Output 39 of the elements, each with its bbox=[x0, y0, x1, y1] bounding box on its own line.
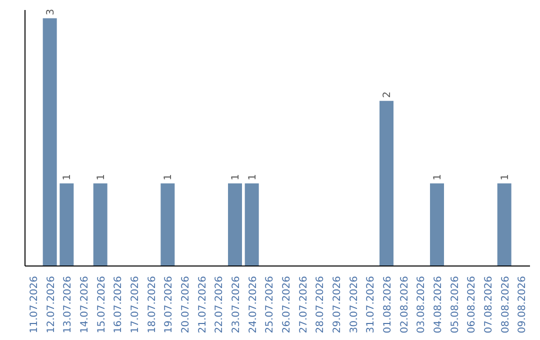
x-tick-label: 11.07.2026 bbox=[28, 276, 40, 334]
x-tick-label: 20.07.2026 bbox=[180, 276, 192, 334]
x-tick-label: 19.07.2026 bbox=[164, 276, 175, 334]
x-tick-label: 16.07.2026 bbox=[113, 276, 124, 334]
x-tick-label: 08.08.2026 bbox=[500, 276, 512, 334]
x-tick-label: 23.07.2026 bbox=[230, 276, 242, 334]
x-tick-label: 29.07.2026 bbox=[332, 276, 343, 334]
x-tick-label: 18.07.2026 bbox=[146, 276, 158, 334]
x-tick-label: 05.08.2026 bbox=[450, 276, 461, 334]
x-tick-label: 02.08.2026 bbox=[399, 276, 410, 334]
x-tick-label: 26.07.2026 bbox=[281, 276, 292, 334]
data-label: 1 bbox=[96, 174, 107, 180]
x-tick-label: 03.08.2026 bbox=[416, 276, 428, 334]
x-tick-label: 31.07.2026 bbox=[366, 276, 377, 334]
data-label: 3 bbox=[45, 8, 56, 16]
x-tick-label: 17.07.2026 bbox=[130, 276, 141, 334]
data-label: 1 bbox=[432, 174, 444, 180]
data-label: 1 bbox=[230, 174, 242, 180]
x-tick-label: 21.07.2026 bbox=[197, 276, 208, 334]
x-tick-label: 07.08.2026 bbox=[483, 276, 494, 334]
x-tick-label: 06.08.2026 bbox=[466, 276, 478, 334]
x-tick-label: 09.08.2026 bbox=[517, 276, 528, 334]
x-tick-label: 30.07.2026 bbox=[348, 276, 360, 334]
data-label: 1 bbox=[163, 174, 174, 180]
x-tick-label: 12.07.2026 bbox=[46, 276, 57, 334]
x-tick-label: 01.08.2026 bbox=[382, 276, 394, 334]
data-label: 1 bbox=[62, 174, 74, 180]
x-tick-label: 25.07.2026 bbox=[264, 276, 276, 334]
data-label: 2 bbox=[382, 91, 393, 98]
x-tick-label: 28.07.2026 bbox=[315, 276, 326, 334]
x-tick-label: 15.07.2026 bbox=[96, 276, 108, 334]
x-tick-label: 04.08.2026 bbox=[432, 276, 444, 334]
x-tick-label: 14.07.2026 bbox=[79, 276, 90, 334]
x-tick-label: 22.07.2026 bbox=[214, 276, 226, 334]
data-label: 1 bbox=[500, 174, 511, 180]
x-tick-label: 13.07.2026 bbox=[62, 276, 74, 334]
data-label: 1 bbox=[247, 174, 258, 180]
x-tick-label: 27.07.2026 bbox=[298, 276, 310, 334]
x-tick-label: 24.07.2026 bbox=[248, 276, 259, 334]
